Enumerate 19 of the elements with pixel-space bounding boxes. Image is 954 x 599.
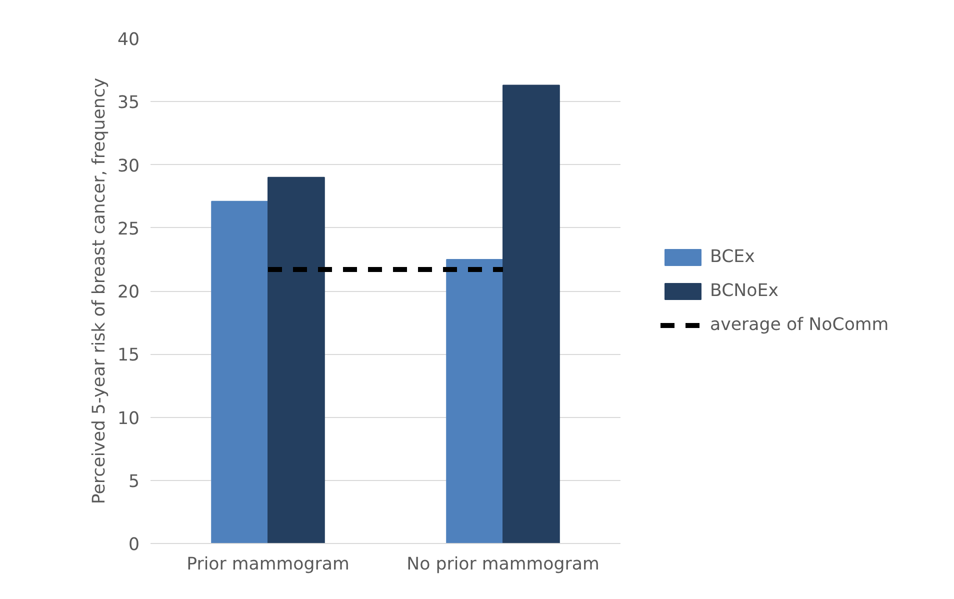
y-tick-label: 20 xyxy=(117,282,140,302)
legend-label: BCNoEx xyxy=(710,280,778,300)
y-tick-label: 10 xyxy=(117,408,140,429)
bar xyxy=(211,200,268,544)
x-tick-label: Prior mammogram xyxy=(186,554,350,574)
legend-label: average of NoComm xyxy=(710,314,889,334)
y-tick-label: 30 xyxy=(117,156,140,176)
y-tick-label: 35 xyxy=(117,93,140,114)
bar xyxy=(446,258,504,544)
y-tick-label: 40 xyxy=(117,30,140,50)
legend-label: BCEx xyxy=(710,246,755,266)
y-tick-label: 15 xyxy=(117,346,140,366)
x-tick-label: No prior mammogram xyxy=(406,554,600,574)
y-tick-label: 5 xyxy=(128,472,140,492)
y-tick-label: 25 xyxy=(117,219,140,240)
bar xyxy=(502,84,560,544)
y-tick-label: 0 xyxy=(128,535,140,555)
y-axis-title: Perceived 5-year risk of breast cancer, frequency xyxy=(89,78,110,504)
bar xyxy=(268,176,325,544)
